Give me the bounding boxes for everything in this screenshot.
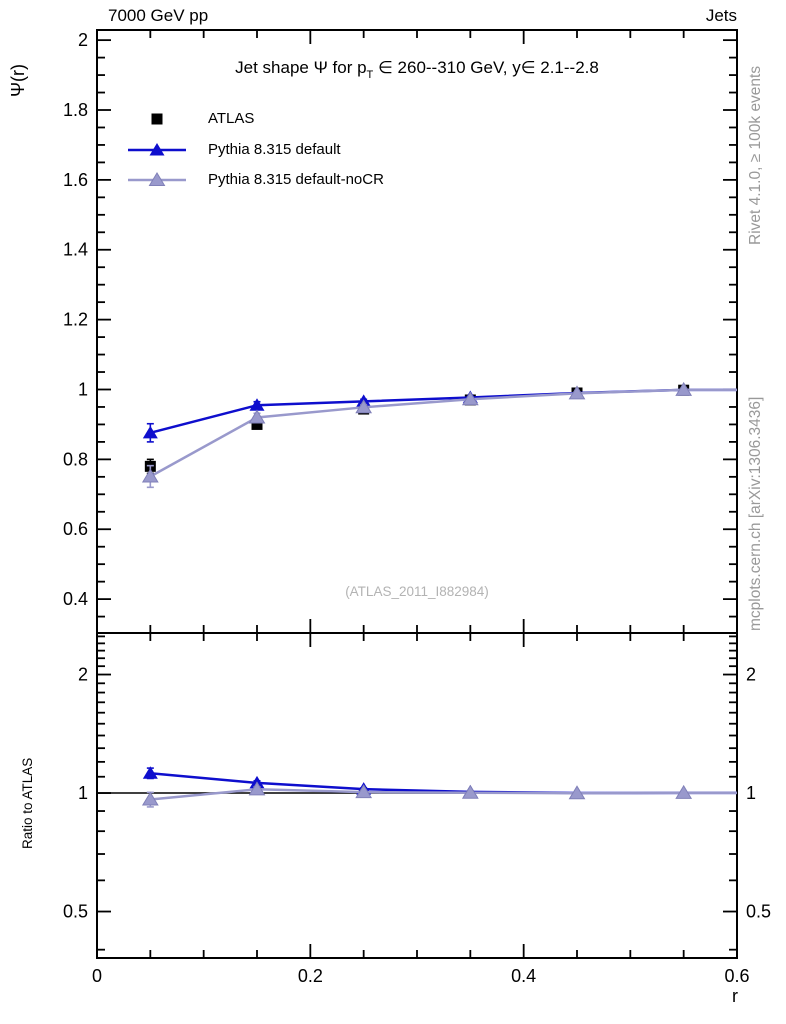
mcplots-arxiv-note: mcplots.cern.ch [arXiv:1306.3436] [747, 396, 764, 631]
legend-label-atlas: ATLAS [208, 110, 255, 127]
panel-ratio: 0.5 0.5 1 1 2 2 0 0.2 0.4 0.6 [63, 632, 771, 986]
analysis-id-watermark: (ATLAS_2011_I882984) [345, 584, 489, 599]
triangle-marker [675, 381, 693, 396]
legend-marker-pythia-nocr [126, 170, 188, 190]
plot-title-subscript: T [366, 69, 374, 81]
y-tick-label: 0.8 [63, 449, 88, 469]
triangle-marker [249, 398, 265, 411]
x-ticks [96, 30, 738, 633]
panel-frame [96, 29, 738, 634]
y-tick-label-right: 0.5 [746, 902, 771, 922]
y-tick-label: 1 [78, 379, 88, 399]
y-tick-label: 0.5 [63, 902, 88, 922]
y-axis-label-main: Ψ(r) [8, 63, 28, 97]
triangle-marker [568, 385, 586, 400]
triangle-marker [675, 784, 693, 799]
y-tick-label: 2 [78, 665, 88, 685]
x-tick-label: 0.2 [298, 966, 323, 986]
x-tick-label: 0.4 [511, 966, 536, 986]
legend-swatch [128, 172, 186, 186]
plot-title-text: Jet shape Ψ for p [235, 58, 367, 77]
legend-swatch [128, 143, 186, 156]
y-axis-label-ratio: Ratio to ATLAS [20, 757, 35, 849]
triangle-marker [142, 425, 158, 439]
triangle-marker [149, 143, 165, 156]
y-ticks [97, 39, 737, 618]
x-tick-label: 0.6 [724, 966, 749, 986]
square-marker [151, 113, 163, 125]
y-tick-labels: 0.4 0.6 0.8 1 1.2 1.4 1.6 1.8 2 [63, 30, 88, 609]
series-pythia-8-315-default-nocr [141, 381, 737, 489]
beam-energy-label: 7000 GeV pp [108, 6, 209, 25]
legend-marker-pythia-default [126, 140, 188, 160]
x-axis-label: r [732, 986, 738, 1006]
y-tick-label: 1.8 [63, 100, 88, 120]
triangle-marker [355, 784, 373, 799]
triangle-marker [142, 766, 158, 779]
triangle-marker [141, 791, 159, 806]
legend-label-pythia-default: Pythia 8.315 default [208, 141, 341, 158]
y-tick-label: 1.6 [63, 170, 88, 190]
triangle-marker [248, 409, 266, 424]
y-tick-label: 1 [78, 783, 88, 803]
triangle-marker [568, 785, 586, 800]
triangle-marker [148, 172, 166, 186]
y-tick-label: 2 [78, 30, 88, 50]
triangle-marker [461, 784, 479, 799]
rivet-version-note: Rivet 4.1.0, ≥ 100k events [747, 65, 764, 245]
series-atlas [144, 384, 690, 475]
analysis-group-label: Jets [705, 6, 737, 25]
legend-marker-atlas [126, 109, 188, 129]
triangle-marker [461, 391, 479, 406]
y-tick-labels: 0.5 0.5 1 1 2 2 [63, 665, 771, 922]
triangle-marker [248, 781, 266, 796]
plot-title-text-2: ∈ 260--310 GeV, y∈ 2.1--2.8 [373, 58, 599, 77]
series-pythia-8-315-default-nocr [141, 781, 737, 808]
x-tick-labels: 0 0.2 0.4 0.6 [92, 966, 750, 986]
y-tick-label: 1.2 [63, 310, 88, 330]
y-tick-label: 0.6 [63, 519, 88, 539]
x-tick-label: 0 [92, 966, 102, 986]
x-ticks [96, 633, 738, 958]
series-line [149, 388, 737, 478]
y-tick-label-right: 1 [746, 783, 756, 803]
legend-swatch [151, 113, 163, 125]
y-tick-label: 1.4 [63, 240, 88, 260]
y-tick-label: 0.4 [63, 589, 88, 609]
legend-label-pythia-nocr: Pythia 8.315 default-noCR [208, 171, 384, 188]
y-tick-label-right: 2 [746, 665, 756, 685]
triangle-marker [141, 468, 159, 483]
plot-title: Jet shape Ψ for pT ∈ 260--310 GeV, y∈ 2.… [97, 58, 737, 81]
triangle-marker [355, 399, 373, 414]
square-marker [251, 418, 263, 430]
